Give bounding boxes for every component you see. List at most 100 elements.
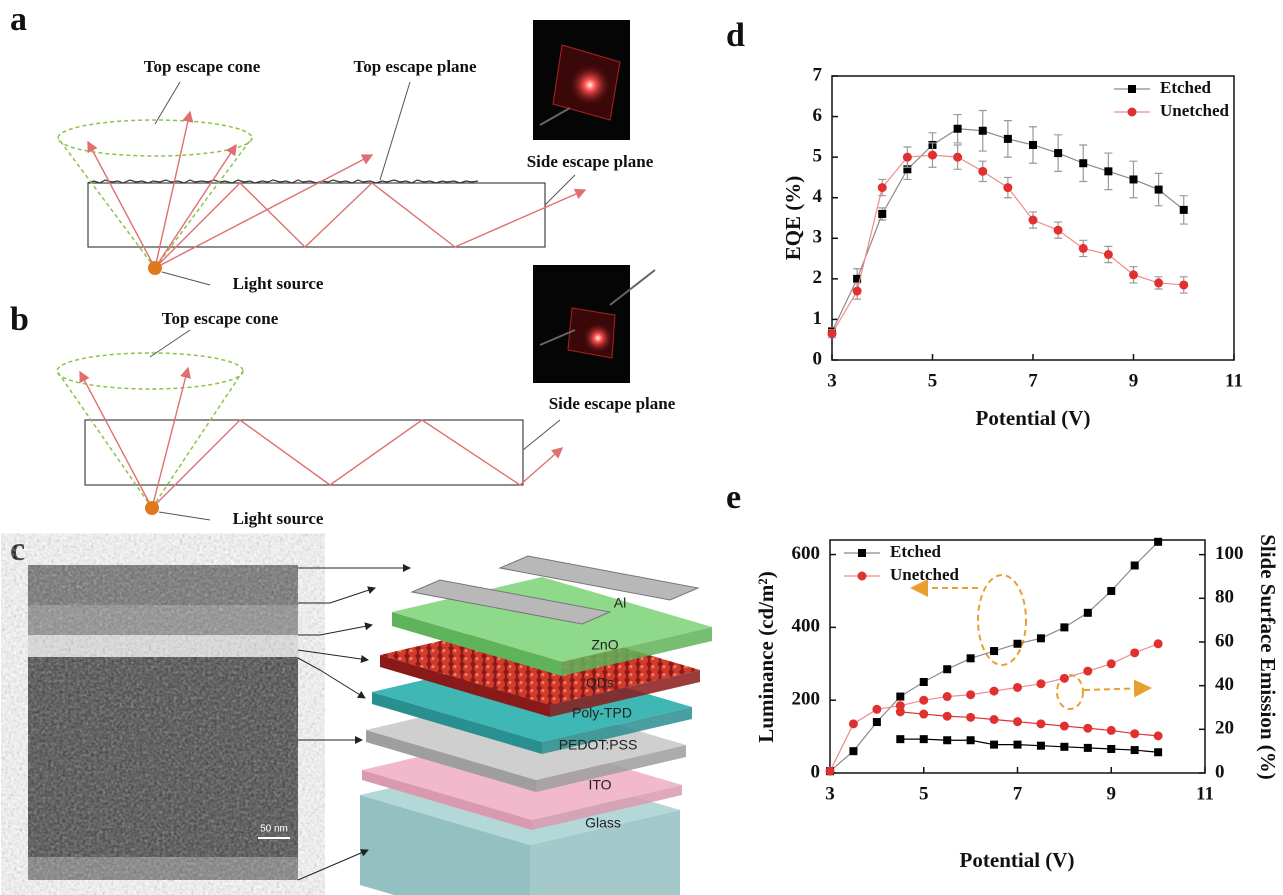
- marker: [1129, 175, 1138, 184]
- marker: [1104, 167, 1113, 176]
- layer-side: [372, 692, 542, 754]
- label: Top escape cone: [162, 309, 279, 328]
- y-tick-label: 5: [813, 146, 823, 167]
- x-axis-label: Potential (V): [960, 848, 1075, 872]
- legend-label: Unetched: [890, 565, 959, 584]
- marker: [953, 152, 963, 162]
- marker: [1154, 537, 1163, 546]
- legend-marker: [857, 571, 867, 581]
- y-tick-label: 400: [792, 616, 821, 637]
- layer-side: [366, 730, 536, 792]
- y-tick-label: 7: [813, 64, 823, 85]
- y2-tick-label: 80: [1215, 587, 1234, 608]
- layer-side: [536, 745, 686, 792]
- x-axis-label: Potential (V): [976, 406, 1091, 430]
- marker: [1103, 250, 1113, 260]
- marker: [1054, 149, 1063, 158]
- y2-axis-label: Slide Surface Emission (%): [1256, 534, 1280, 780]
- layer-side: [362, 770, 532, 830]
- marker: [1083, 608, 1092, 617]
- panel-label: b: [10, 301, 29, 338]
- layer-label: PEDOT:PSS: [559, 737, 638, 753]
- x-tick-label: 5: [928, 370, 938, 391]
- y-tick-label: 2: [813, 267, 823, 288]
- y-axis-label: Luminance (cd/m²): [754, 571, 778, 742]
- layer-side: [550, 670, 700, 717]
- marker: [966, 690, 976, 700]
- marker: [942, 692, 952, 702]
- marker: [1107, 744, 1116, 753]
- panel-label: d: [726, 17, 745, 54]
- marker: [1053, 225, 1063, 235]
- marker: [896, 735, 905, 744]
- marker: [1106, 659, 1116, 669]
- x-tick-label: 3: [825, 783, 835, 804]
- marker: [827, 329, 837, 339]
- tem-image: [28, 565, 298, 880]
- marker: [1083, 666, 1093, 676]
- layer-label: Glass: [585, 815, 621, 831]
- label: Light source: [233, 509, 324, 528]
- x-tick-label: 3: [827, 370, 837, 391]
- marker: [990, 647, 999, 656]
- marker: [919, 695, 929, 705]
- marker: [919, 709, 929, 719]
- y2-tick-label: 60: [1215, 630, 1234, 651]
- marker: [1013, 717, 1022, 727]
- marker: [877, 183, 887, 193]
- marker: [1153, 639, 1163, 649]
- marker: [1154, 278, 1164, 288]
- marker: [849, 747, 858, 756]
- marker: [1153, 731, 1163, 741]
- marker: [1130, 729, 1140, 739]
- marker: [902, 152, 912, 162]
- layer-side: [530, 810, 680, 895]
- marker: [989, 686, 999, 696]
- marker: [953, 124, 962, 133]
- panel-label: a: [10, 1, 27, 38]
- marker: [966, 654, 975, 663]
- layer-side: [532, 785, 682, 830]
- layer-label: ZnO: [591, 637, 618, 653]
- layer-label: QDs: [586, 675, 614, 691]
- panel-a-diagram: [57, 20, 630, 286]
- marker: [1129, 270, 1138, 280]
- marker: [1154, 748, 1163, 757]
- marker: [1029, 140, 1037, 149]
- panel-label: c: [10, 531, 25, 568]
- layer-side: [562, 627, 712, 676]
- marker: [1083, 743, 1092, 752]
- y-tick-label: 0: [811, 761, 821, 782]
- layer-label: Al: [614, 595, 626, 611]
- marker: [848, 719, 858, 729]
- marker: [1078, 243, 1088, 253]
- marker: [853, 274, 862, 283]
- marker: [1059, 721, 1069, 731]
- axis-annotations: [910, 574, 1152, 710]
- marker: [1003, 134, 1012, 143]
- y-tick-label: 600: [792, 543, 821, 564]
- x-tick-label: 11: [1196, 783, 1214, 804]
- marker: [919, 735, 928, 744]
- y-tick-label: 200: [792, 689, 821, 710]
- marker: [1106, 725, 1116, 735]
- layer-label: ITO: [588, 777, 611, 793]
- y-tick-label: 0: [813, 348, 823, 369]
- electrode: [410, 579, 612, 625]
- marker: [1060, 623, 1069, 632]
- marker: [1036, 634, 1045, 643]
- layer-side: [542, 707, 692, 754]
- marker: [1060, 742, 1069, 751]
- label: Light source: [233, 274, 324, 293]
- x-tick-label: 7: [1013, 783, 1023, 804]
- marker: [942, 711, 952, 721]
- marker: [919, 677, 928, 686]
- marker: [1130, 561, 1139, 570]
- electrode: [498, 555, 700, 601]
- legend-label: Unetched: [1160, 101, 1229, 120]
- marker: [978, 166, 988, 176]
- marker: [1179, 280, 1189, 290]
- legend-label: Etched: [1160, 78, 1212, 97]
- marker: [978, 126, 987, 135]
